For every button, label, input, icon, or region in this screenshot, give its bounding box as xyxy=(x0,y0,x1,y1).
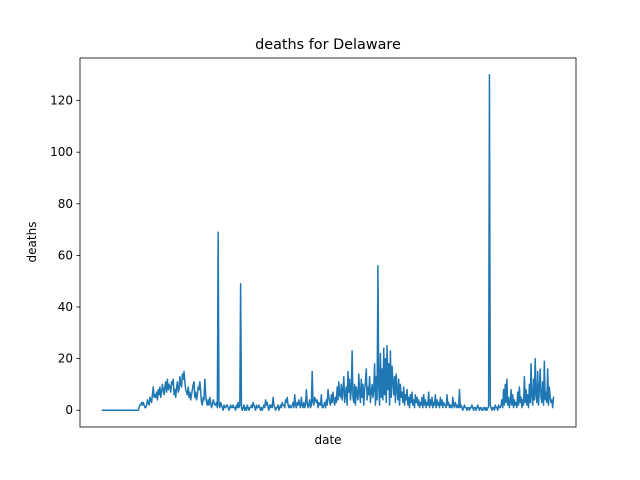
x-axis-label: date xyxy=(314,433,341,447)
plot-frame xyxy=(79,57,577,428)
chart-title: deaths for Delaware xyxy=(255,37,401,53)
y-tick-label: 80 xyxy=(58,197,73,211)
y-tick-label: 100 xyxy=(50,145,73,159)
series-line-deaths xyxy=(101,74,555,411)
y-axis-label: deaths xyxy=(25,222,39,263)
y-axis: 0 20 40 60 80 100 120 xyxy=(50,94,80,417)
y-tick-label: 0 xyxy=(65,403,73,417)
y-tick-label: 20 xyxy=(58,352,73,366)
y-tick-label: 60 xyxy=(58,248,73,262)
y-tick-label: 120 xyxy=(50,94,73,108)
y-tick-label: 40 xyxy=(58,300,73,314)
